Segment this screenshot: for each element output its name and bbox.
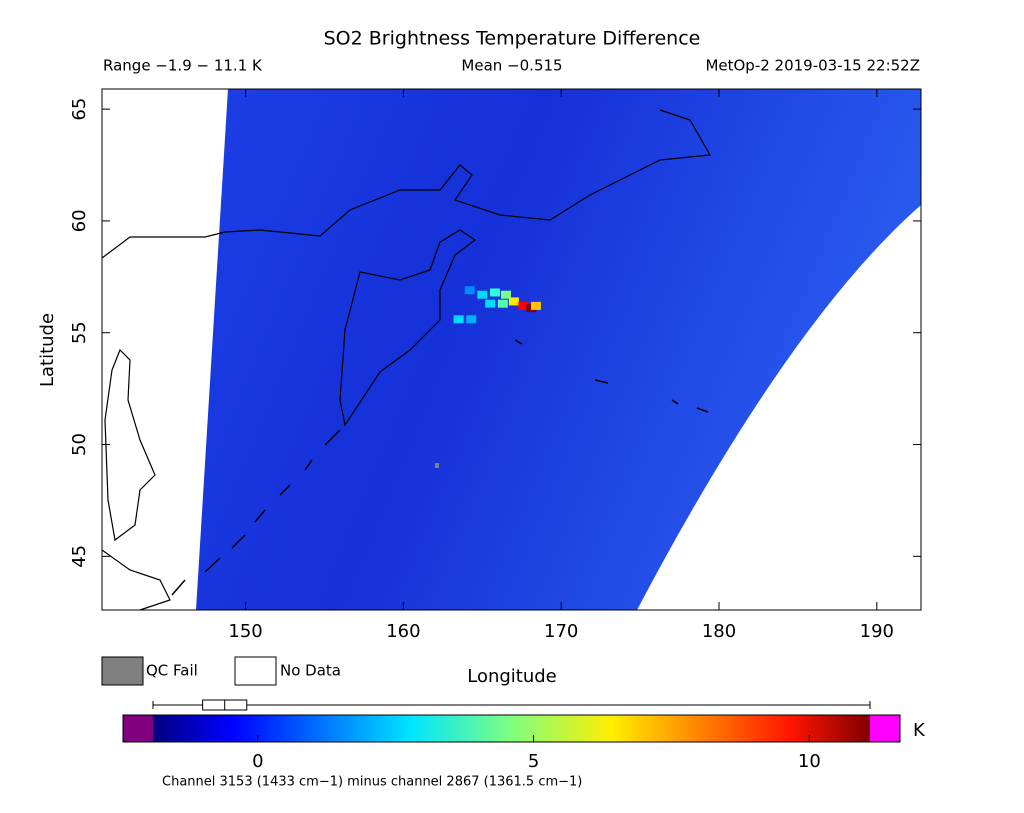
x-tick-label: 180 (702, 621, 736, 642)
colorbar-frame (122, 714, 901, 743)
x-axis-label: Longitude (467, 666, 557, 687)
so2-cell (530, 301, 541, 310)
legend-label: No Data (280, 662, 341, 680)
so2-cell (508, 297, 519, 306)
y-tick-label: 45 (69, 545, 90, 568)
sakhalin (104, 348, 156, 542)
map-area (101, 88, 922, 611)
so2-cell (500, 290, 511, 299)
under-range-swatch (123, 715, 153, 742)
y-tick-label: 50 (69, 433, 90, 456)
coastline (101, 549, 171, 611)
colorbar-tick-label: 5 (528, 751, 539, 772)
y-axis-label: Latitude (37, 313, 58, 387)
so2-cell (453, 315, 464, 324)
so2-cell (518, 301, 529, 310)
kuril-islands (171, 429, 341, 596)
satellite-text: MetOp-2 2019-03-15 22:52Z (705, 57, 920, 75)
x-tick-label: 160 (386, 621, 420, 642)
legend-label: QC Fail (146, 662, 198, 680)
y-tick-label: 55 (69, 321, 90, 344)
x-tick-label: 190 (860, 621, 894, 642)
title: SO2 Brightness Temperature Difference (324, 28, 701, 50)
colorbar (153, 715, 870, 742)
colorbar-tick-label: 0 (252, 751, 263, 772)
so2-cell (464, 286, 475, 295)
so2-cell (466, 315, 477, 324)
y-tick-label: 65 (69, 98, 90, 121)
coastline (101, 109, 711, 259)
over-range-swatch (870, 715, 900, 742)
so2-cell (497, 299, 508, 308)
colorbar-tick-label: 10 (798, 751, 821, 772)
qc-fail-pixel (435, 463, 439, 468)
x-tick-label: 170 (544, 621, 578, 642)
x-tick-label: 150 (228, 621, 262, 642)
legend-swatch (101, 656, 144, 686)
plot-frame (101, 88, 922, 611)
so2-cell (477, 290, 488, 299)
so2-cell (489, 288, 500, 297)
mean-text: Mean −0.515 (461, 57, 562, 75)
kamchatka (339, 229, 477, 427)
islands (514, 339, 709, 413)
range-text: Range −1.9 − 11.1 K (103, 57, 263, 75)
data-swath (196, 89, 921, 610)
colorbar-unit: K (913, 720, 926, 741)
legend-swatch (234, 656, 277, 686)
footnote: Channel 3153 (1433 cm−1) minus channel 2… (162, 775, 582, 790)
y-tick-label: 60 (69, 209, 90, 232)
so2-cell (485, 299, 496, 308)
